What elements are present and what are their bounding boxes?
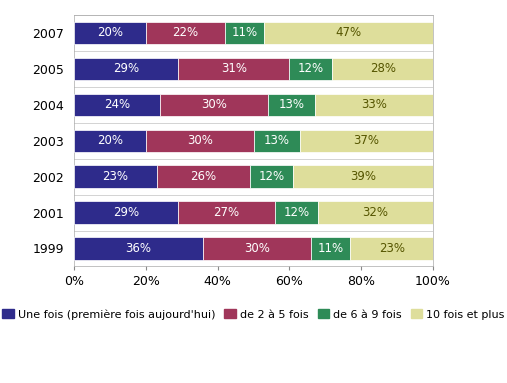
Text: 11%: 11% (317, 242, 344, 255)
Text: 12%: 12% (283, 206, 310, 219)
Text: 36%: 36% (126, 242, 152, 255)
Text: 30%: 30% (187, 134, 212, 147)
Bar (74, 201, 178, 224)
Text: 33%: 33% (361, 98, 387, 111)
Bar (160, 94, 268, 116)
Text: 39%: 39% (350, 170, 376, 183)
Bar (250, 165, 293, 188)
Bar (178, 201, 275, 224)
Bar (311, 237, 350, 260)
Text: 29%: 29% (113, 62, 139, 75)
Text: 23%: 23% (102, 170, 128, 183)
Bar (318, 201, 433, 224)
Text: 13%: 13% (264, 134, 290, 147)
Bar (74, 129, 146, 152)
Text: 13%: 13% (278, 98, 304, 111)
Bar (333, 58, 433, 80)
Legend: Une fois (première fois aujourd'hui), de 2 à 5 fois, de 6 à 9 fois, 10 fois et p: Une fois (première fois aujourd'hui), de… (0, 304, 507, 324)
Bar (225, 22, 264, 44)
Bar (314, 94, 433, 116)
Bar (146, 22, 225, 44)
Bar (203, 237, 311, 260)
Bar (268, 94, 314, 116)
Text: 23%: 23% (379, 242, 405, 255)
Bar (74, 94, 160, 116)
Bar (254, 129, 300, 152)
Text: 12%: 12% (298, 62, 324, 75)
Bar (178, 58, 289, 80)
Bar (275, 201, 318, 224)
Text: 12%: 12% (259, 170, 284, 183)
Bar (289, 58, 333, 80)
Bar (74, 237, 203, 260)
Bar (146, 129, 254, 152)
Bar (293, 165, 433, 188)
Bar (74, 58, 178, 80)
Text: 30%: 30% (244, 242, 270, 255)
Text: 29%: 29% (113, 206, 139, 219)
Bar (74, 165, 157, 188)
Text: 11%: 11% (232, 26, 258, 39)
Text: 20%: 20% (97, 26, 123, 39)
Text: 37%: 37% (353, 134, 380, 147)
Text: 22%: 22% (172, 26, 198, 39)
Bar (74, 22, 146, 44)
Text: 31%: 31% (221, 62, 247, 75)
Text: 24%: 24% (104, 98, 130, 111)
Text: 20%: 20% (97, 134, 123, 147)
Text: 47%: 47% (336, 26, 361, 39)
Bar (300, 129, 433, 152)
Text: 26%: 26% (190, 170, 216, 183)
Text: 30%: 30% (201, 98, 227, 111)
Text: 32%: 32% (363, 206, 388, 219)
Bar (157, 165, 250, 188)
Text: 27%: 27% (213, 206, 240, 219)
Bar (350, 237, 433, 260)
Bar (264, 22, 433, 44)
Text: 28%: 28% (370, 62, 396, 75)
